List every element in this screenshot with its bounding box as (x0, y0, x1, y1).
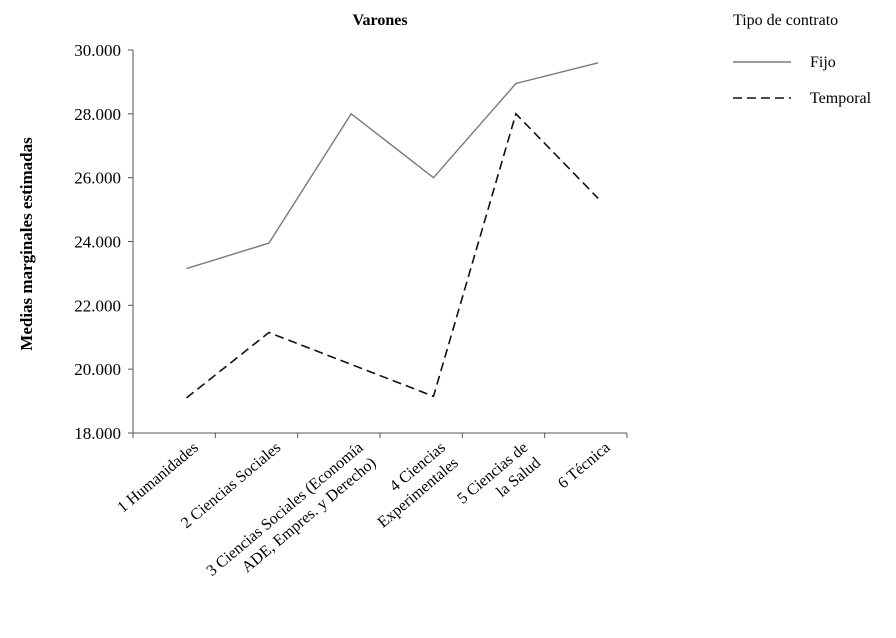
x-category-label: 6 Técnica (555, 439, 614, 492)
y-ticks: 18.000 20.000 22.000 24.000 26.000 28.000 30.0… (74, 41, 133, 443)
y-tick-label: 22.000 (74, 296, 121, 315)
y-tick-label: 24.000 (74, 233, 121, 252)
x-category-label-line: 1 Humanidades (114, 439, 202, 516)
x-category-label: 5 Ciencias dela Salud (454, 439, 544, 523)
series-line-temporal (187, 114, 599, 398)
legend-label-temporal: Temporal (810, 90, 872, 107)
x-category-label-line: 6 Técnica (555, 439, 614, 492)
y-axis: 18.000 20.000 22.000 24.000 26.000 28.000 30.0… (74, 41, 133, 443)
legend-items: Fijo Temporal (733, 54, 872, 107)
x-category-label: 1 Humanidades (114, 439, 202, 516)
y-tick-label: 18.000 (74, 424, 121, 443)
x-category-label: 4 CienciasExperimentales (362, 439, 462, 531)
x-category-label: 3 Ciencias Sociales (EconomíaADE, Empres… (204, 439, 380, 595)
y-tick-label: 28.000 (74, 105, 121, 124)
legend-label-fijo: Fijo (810, 54, 836, 71)
chart-title: Varones (352, 12, 407, 29)
x-category-label-line: 3 Ciencias Sociales (Economía (204, 439, 367, 580)
y-tick-label: 30.000 (74, 41, 121, 60)
y-axis-label: Medias marginales estimadas (17, 137, 36, 351)
y-tick-label: 20.000 (74, 360, 121, 379)
series-line-fijo (187, 63, 599, 269)
legend-title: Tipo de contrato (733, 12, 838, 29)
series-layer (186, 63, 598, 398)
y-tick-label: 26.000 (74, 169, 121, 188)
x-category-label-line: ADE, Empres. y Derecho) (239, 454, 380, 576)
legend: Tipo de contrato Fijo Temporal (733, 12, 872, 107)
